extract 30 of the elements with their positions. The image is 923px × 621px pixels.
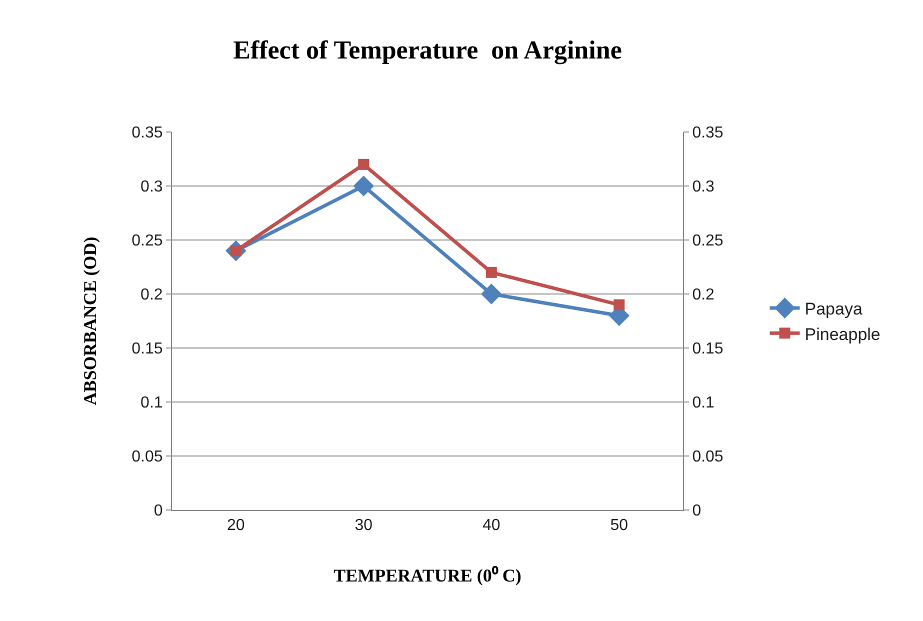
y-tick-label: 0.2 (140, 286, 163, 304)
point (614, 299, 625, 310)
x-tick-label: 20 (226, 517, 245, 534)
y-tick-label: 0 (154, 502, 163, 520)
x-tick-label: 30 (354, 517, 373, 534)
chart-title: Effect of Temperature on Arginine (233, 36, 622, 65)
point (480, 284, 502, 304)
y2-tick-label: 0.05 (692, 448, 724, 466)
y2-tick-label: 0.25 (692, 232, 724, 250)
y2-tick-label: 0.2 (692, 286, 715, 304)
x-tick-label: 50 (610, 517, 628, 534)
y2-tick-label: 0.15 (692, 340, 724, 358)
y-tick-label: 0.25 (132, 232, 163, 250)
y2-tick-label: 0.1 (692, 394, 715, 412)
y-tick-label: 0.35 (132, 124, 163, 142)
y-tick-label: 0.05 (132, 448, 163, 466)
point (353, 176, 374, 196)
x-tick-label: 40 (482, 517, 500, 534)
y-tick-label: 0.1 (140, 394, 163, 412)
y2-tick-label: 0.35 (692, 124, 724, 142)
y-tick-label: 0.3 (140, 178, 163, 196)
y2-tick-label: 0.3 (692, 178, 715, 196)
y2-tick-label: 0 (692, 502, 702, 520)
point (486, 266, 497, 278)
y-tick-label: 0.15 (132, 340, 163, 358)
y-axis-title: ABSORBANCE (OD) (80, 236, 100, 406)
point (358, 158, 370, 170)
x-axis-title: TEMPERATURE (0⁰ C) (334, 565, 522, 586)
legend-label: Pineapple (804, 324, 880, 344)
legend-label: Papaya (804, 300, 863, 319)
